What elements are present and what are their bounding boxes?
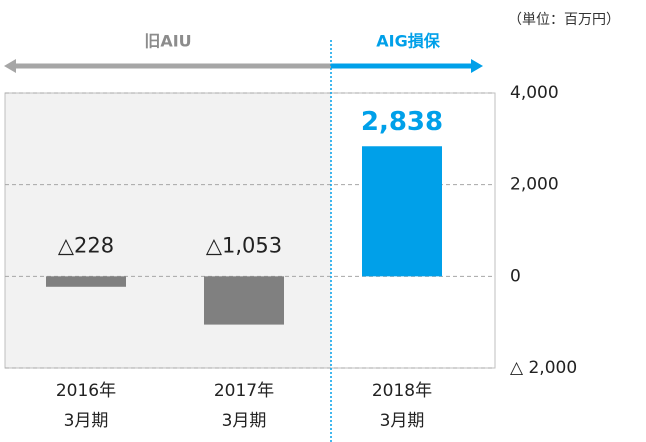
x-tick-label: 2016年 3月期 (55, 381, 117, 431)
value-label: △1,053 (206, 233, 282, 257)
aig-arrow-head (471, 59, 483, 73)
y-tick-label: 0 (510, 266, 521, 286)
x-tick-label: 2018年 3月期 (371, 381, 433, 431)
bar (46, 276, 126, 287)
y-tick-label: 4,000 (510, 83, 559, 103)
value-label: △228 (58, 233, 114, 257)
era-label: AIG損保 (376, 32, 440, 51)
x-tick-label: 2017年 3月期 (213, 381, 275, 431)
legacy-region (5, 93, 331, 368)
bar (362, 146, 442, 277)
bar (204, 276, 284, 325)
y-tick-label: 2,000 (510, 175, 559, 195)
era-label: 旧AIU (144, 32, 191, 51)
value-label: 2,838 (361, 107, 443, 137)
legacy-arrow-head (4, 59, 16, 73)
unit-note: （単位：百万円） (508, 12, 620, 28)
y-tick-label: △ 2,000 (510, 358, 577, 378)
